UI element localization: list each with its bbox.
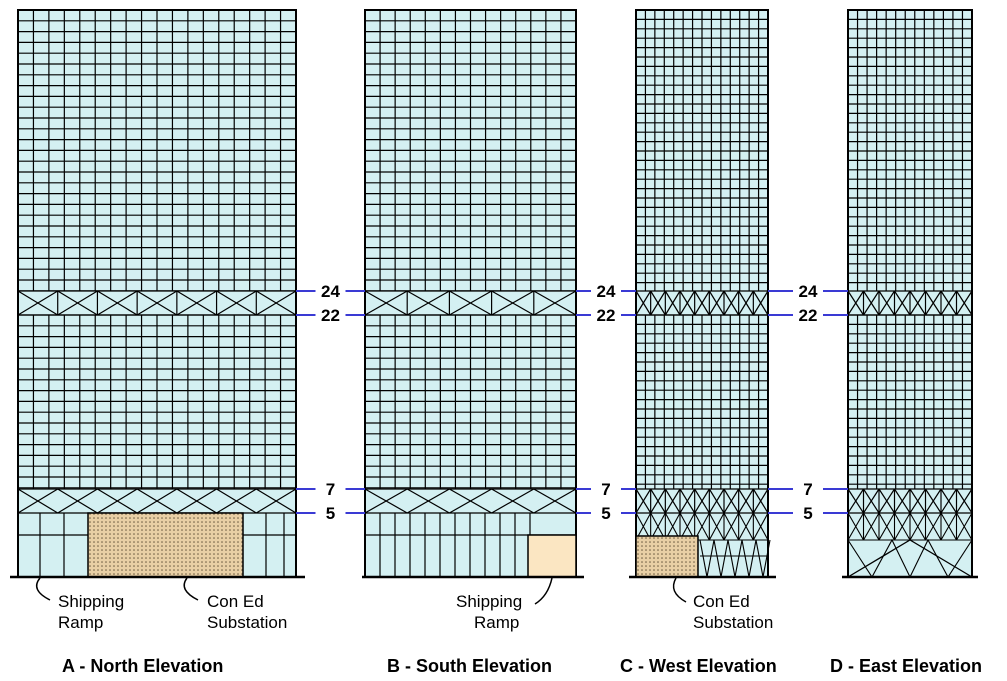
annotation-a-substation-line1: Con Ed: [207, 592, 264, 611]
annotation-a-substation-line2: Substation: [207, 613, 287, 632]
floor-marker-label: 7: [326, 480, 335, 499]
tower-north: [17, 9, 297, 578]
floor-markers-layer: 24 24 24 22 22 22 7 7 7 5 5 5: [296, 282, 848, 523]
annotation-a-ramp-line1: Shipping: [58, 592, 124, 611]
buildings-layer: [10, 9, 978, 579]
annotation-c-substation-line2: Substation: [693, 613, 773, 632]
floor-marker-label: 22: [597, 306, 616, 325]
con-ed-substation-north: [87, 512, 244, 578]
floor-marker-label: 5: [601, 504, 610, 523]
floor-marker-label: 7: [803, 480, 812, 499]
shipping-ramp-south: [527, 534, 577, 578]
floor-marker-label: 24: [321, 282, 340, 301]
title-west-elevation: C - West Elevation: [620, 656, 777, 676]
floor-marker-label: 22: [799, 306, 818, 325]
annotation-b-shipping-ramp: Shipping Ramp: [456, 577, 553, 632]
con-ed-substation-west: [635, 535, 699, 578]
floor-marker-label: 7: [601, 480, 610, 499]
annotation-a-shipping-ramp: Shipping Ramp: [35, 577, 124, 632]
annotation-a-con-ed-substation: Con Ed Substation: [183, 577, 287, 632]
annotation-c-con-ed-substation: Con Ed Substation: [672, 577, 773, 632]
tower-south: [364, 9, 577, 578]
floor-marker-label: 5: [326, 504, 335, 523]
annotation-c-substation-line1: Con Ed: [693, 592, 750, 611]
title-east-elevation: D - East Elevation: [830, 656, 982, 676]
floor-marker-label: 5: [803, 504, 812, 523]
title-north-elevation: A - North Elevation: [62, 656, 223, 676]
tower-east: [847, 9, 973, 579]
tower-west: [635, 9, 771, 578]
floor-marker-label: 24: [799, 282, 818, 301]
title-south-elevation: B - South Elevation: [387, 656, 552, 676]
annotation-b-ramp-line1: Shipping: [456, 592, 522, 611]
floor-marker-label: 24: [597, 282, 616, 301]
annotation-b-ramp-line2: Ramp: [474, 613, 519, 632]
floor-marker-label: 22: [321, 306, 340, 325]
annotation-a-ramp-line2: Ramp: [58, 613, 103, 632]
